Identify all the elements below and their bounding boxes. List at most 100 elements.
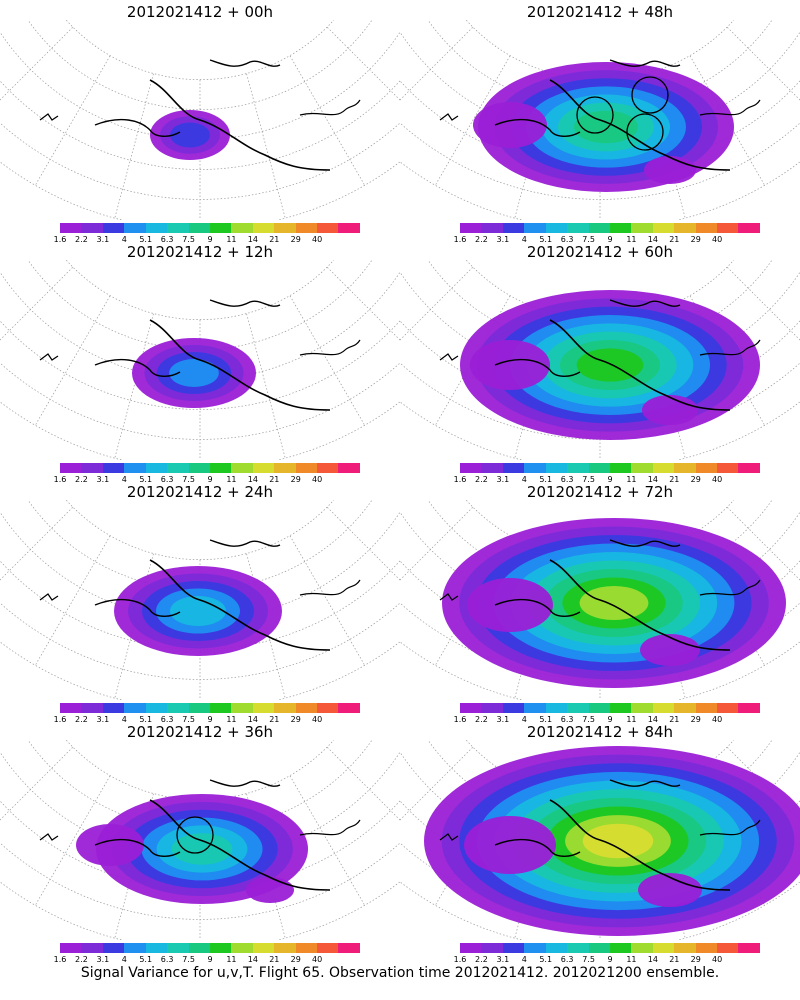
colorbar-swatch xyxy=(652,943,675,953)
coastline xyxy=(439,779,761,891)
variance-map xyxy=(0,20,400,220)
colorbar-tick-label: 2.2 xyxy=(75,715,88,724)
coastline xyxy=(439,59,761,171)
colorbar-tick-label: 40 xyxy=(712,235,723,244)
colorbar-tick-label: 5.1 xyxy=(539,955,553,964)
colorbar-tick-label: 1.6 xyxy=(453,715,467,724)
colorbar-tick-label: 40 xyxy=(712,955,723,964)
colorbar-swatch xyxy=(167,463,189,473)
colorbar-swatch xyxy=(338,703,360,713)
colorbar-tick-label: 4 xyxy=(521,715,527,724)
colorbar-tick-label: 14 xyxy=(247,955,258,964)
colorbar-tick-label: 11 xyxy=(226,235,237,244)
colorbar-tick-label: 21 xyxy=(269,235,280,244)
colorbar-labels: 1.6 2.2 3.1 4 5.1 6.3 7.5 9 11 14 21 29 40 xyxy=(54,475,360,485)
colorbar-swatch xyxy=(524,223,546,233)
colorbar-tick-label: 11 xyxy=(626,475,637,484)
colorbar-swatch xyxy=(338,943,360,953)
colorbar-swatch xyxy=(231,703,253,713)
colorbar-swatch xyxy=(231,463,253,473)
colorbar-tick-label: 1.6 xyxy=(453,475,467,484)
colorbar-swatch xyxy=(502,223,525,233)
colorbar-tick-label: 7.5 xyxy=(582,955,595,964)
colorbar-tick-label: 3.1 xyxy=(496,715,510,724)
colorbar-tick-label: 14 xyxy=(647,235,658,244)
forecast-panel: 2012021412 + 12h 1.6 2.2 3.1 4 5.1 6.3 7.5 9 11 14… xyxy=(0,240,400,484)
colorbar-labels: 1.6 2.2 3.1 4 5.1 6.3 7.5 9 11 14 21 29 40 xyxy=(54,955,360,965)
colorbar-tick-label: 29 xyxy=(290,475,301,484)
colorbar-swatch xyxy=(567,943,589,953)
panel-title: 2012021412 + 60h xyxy=(526,243,674,261)
colorbar-tick-label: 9 xyxy=(607,235,613,244)
colorbar-swatch xyxy=(460,703,482,713)
colorbar-swatch xyxy=(295,223,318,233)
colorbar-swatch xyxy=(481,943,503,953)
colorbar-tick-label: 2.2 xyxy=(475,955,488,964)
colorbar-swatch xyxy=(481,223,503,233)
colorbar xyxy=(60,943,360,953)
colorbar-swatch xyxy=(167,943,189,953)
colorbar-tick-label: 3.1 xyxy=(96,715,110,724)
colorbar-tick-label: 7.5 xyxy=(582,235,595,244)
colorbar-swatch xyxy=(609,943,632,953)
colorbar-tick-label: 14 xyxy=(647,955,658,964)
colorbar-tick-label: 7.5 xyxy=(182,235,195,244)
observation-circle xyxy=(176,816,214,854)
colorbar-swatch xyxy=(738,943,760,953)
colorbar-swatch xyxy=(102,463,125,473)
variance-map xyxy=(0,260,400,460)
colorbar-tick-label: 29 xyxy=(290,235,301,244)
colorbar-swatch xyxy=(460,943,482,953)
colorbar-tick-label: 6.3 xyxy=(560,475,574,484)
colorbar-swatch xyxy=(231,223,253,233)
colorbar-swatch xyxy=(738,223,760,233)
colorbar-tick-label: 5.1 xyxy=(539,475,553,484)
colorbar-swatch xyxy=(502,943,525,953)
colorbar-swatch xyxy=(695,463,718,473)
colorbar-tick-label: 6.3 xyxy=(160,475,174,484)
panel-title: 2012021412 + 00h xyxy=(126,3,274,21)
colorbar-swatch xyxy=(188,943,210,953)
colorbar-swatch xyxy=(695,943,718,953)
colorbar-tick-label: 6.3 xyxy=(560,715,574,724)
colorbar-tick-label: 14 xyxy=(647,475,658,484)
colorbar-swatch xyxy=(631,943,653,953)
coastline xyxy=(39,59,361,171)
colorbar-tick-label: 6.3 xyxy=(160,235,174,244)
colorbar-swatch xyxy=(188,703,210,713)
colorbar-swatch xyxy=(317,223,339,233)
colorbar-tick-label: 4 xyxy=(121,715,127,724)
colorbar-tick-label: 1.6 xyxy=(53,715,67,724)
coastline xyxy=(39,779,361,891)
colorbar-swatch xyxy=(124,223,146,233)
colorbar xyxy=(60,223,360,233)
colorbar-swatch xyxy=(588,463,610,473)
colorbar-swatch xyxy=(588,943,610,953)
variance-field xyxy=(132,338,256,408)
colorbar-tick-label: 3.1 xyxy=(496,235,510,244)
colorbar-tick-label: 2.2 xyxy=(75,475,88,484)
colorbar-tick-label: 3.1 xyxy=(496,475,510,484)
colorbar-tick-label: 21 xyxy=(269,955,280,964)
colorbar-swatch xyxy=(60,223,82,233)
colorbar-swatch xyxy=(124,703,146,713)
colorbar-tick-label: 3.1 xyxy=(96,475,110,484)
colorbar-tick-label: 7.5 xyxy=(182,715,195,724)
colorbar-tick-label: 21 xyxy=(669,955,680,964)
colorbar-swatch xyxy=(631,703,653,713)
colorbar-labels: 1.6 2.2 3.1 4 5.1 6.3 7.5 9 11 14 21 29 40 xyxy=(454,955,760,965)
colorbar xyxy=(460,703,760,713)
observation-circle xyxy=(576,96,614,134)
colorbar xyxy=(460,463,760,473)
panel-title: 2012021412 + 84h xyxy=(526,723,674,741)
colorbar-swatch xyxy=(274,463,296,473)
colorbar-labels: 1.6 2.2 3.1 4 5.1 6.3 7.5 9 11 14 21 29 40 xyxy=(454,475,760,485)
colorbar-tick-label: 14 xyxy=(647,715,658,724)
colorbar-swatch xyxy=(717,703,739,713)
forecast-panel: 2012021412 + 60h 1.6 2.2 3.1 4 5.1 6.3 7.5 9 11 14… xyxy=(400,240,800,484)
variance-field xyxy=(460,290,760,440)
colorbar-swatch xyxy=(252,943,275,953)
colorbar-tick-label: 9 xyxy=(207,475,213,484)
colorbar-tick-label: 29 xyxy=(690,235,701,244)
